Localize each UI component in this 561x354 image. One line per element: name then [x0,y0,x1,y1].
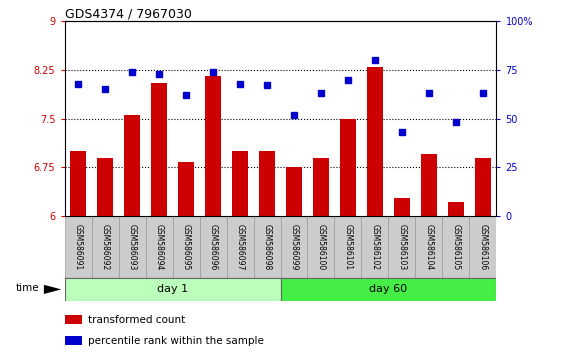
Text: day 1: day 1 [157,284,188,295]
Text: GSM586100: GSM586100 [316,224,325,270]
Bar [145,216,173,278]
Bar [232,151,248,216]
Bar [97,158,113,216]
Text: GSM586093: GSM586093 [127,224,136,270]
Text: GSM586102: GSM586102 [370,224,379,270]
Bar [91,216,118,278]
Bar [340,119,356,216]
Text: time: time [16,283,40,293]
Text: GSM586106: GSM586106 [479,224,488,270]
Bar [389,216,416,278]
Bar [65,278,280,301]
Bar [65,216,91,278]
Text: GSM586094: GSM586094 [154,224,163,270]
Text: GSM586098: GSM586098 [263,224,272,270]
Bar [280,278,496,301]
Bar [286,167,302,216]
Bar [470,216,496,278]
Bar [443,216,470,278]
Bar [421,154,437,216]
Text: GSM586101: GSM586101 [343,224,352,270]
Text: GSM586091: GSM586091 [73,224,82,270]
Bar [280,216,307,278]
Bar [118,216,145,278]
Bar [475,158,491,216]
Bar [178,162,194,216]
Polygon shape [44,285,61,294]
Bar [448,202,464,216]
Bar [367,67,383,216]
Bar [205,76,221,216]
Bar [259,151,275,216]
Text: percentile rank within the sample: percentile rank within the sample [88,336,264,346]
Text: GDS4374 / 7967030: GDS4374 / 7967030 [65,7,191,20]
Text: GSM586099: GSM586099 [289,224,298,270]
Bar [173,216,200,278]
Bar [313,158,329,216]
Bar [307,216,334,278]
Bar [65,315,82,324]
Text: GSM586096: GSM586096 [209,224,218,270]
Bar [416,216,443,278]
Bar [254,216,280,278]
Bar [361,216,388,278]
Text: day 60: day 60 [370,284,407,295]
Text: GSM586105: GSM586105 [452,224,461,270]
Text: transformed count: transformed count [88,315,186,325]
Bar [334,216,361,278]
Text: GSM586104: GSM586104 [425,224,434,270]
Bar [124,115,140,216]
Text: GSM586095: GSM586095 [182,224,191,270]
Text: GSM586097: GSM586097 [236,224,245,270]
Bar [200,216,227,278]
Bar [227,216,254,278]
Text: GSM586092: GSM586092 [100,224,109,270]
Bar [70,151,86,216]
Bar [151,83,167,216]
Text: GSM586103: GSM586103 [398,224,407,270]
Bar [65,336,82,345]
Bar [394,199,410,216]
